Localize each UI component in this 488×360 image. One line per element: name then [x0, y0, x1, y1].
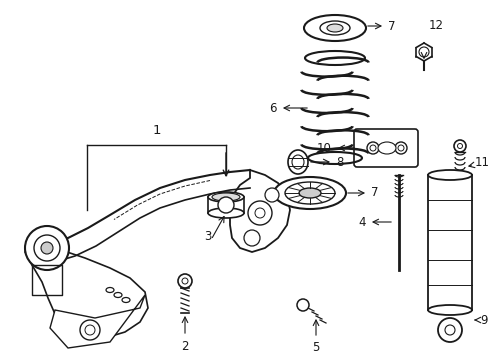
Ellipse shape [285, 182, 334, 204]
FancyBboxPatch shape [353, 129, 417, 167]
Ellipse shape [207, 208, 244, 218]
Ellipse shape [427, 305, 471, 315]
Polygon shape [229, 170, 289, 252]
Text: 4: 4 [358, 216, 365, 229]
Circle shape [178, 274, 192, 288]
Circle shape [296, 299, 308, 311]
Text: 10: 10 [317, 141, 331, 154]
Ellipse shape [287, 150, 307, 174]
Ellipse shape [273, 177, 346, 209]
Text: 5: 5 [312, 341, 319, 354]
Circle shape [25, 226, 69, 270]
Circle shape [394, 142, 406, 154]
Circle shape [85, 325, 95, 335]
Text: 9: 9 [479, 314, 487, 327]
Ellipse shape [319, 21, 349, 35]
Circle shape [218, 197, 234, 213]
Polygon shape [207, 197, 244, 213]
Circle shape [182, 278, 187, 284]
Circle shape [457, 144, 462, 148]
Text: 6: 6 [269, 102, 276, 114]
Ellipse shape [326, 24, 342, 32]
Circle shape [247, 201, 271, 225]
Circle shape [437, 318, 461, 342]
Ellipse shape [212, 193, 240, 201]
Text: 8: 8 [335, 156, 343, 168]
Text: 7: 7 [387, 19, 395, 32]
Polygon shape [25, 240, 148, 338]
Polygon shape [50, 295, 145, 348]
Circle shape [254, 208, 264, 218]
Ellipse shape [304, 15, 365, 41]
Ellipse shape [207, 192, 244, 202]
Circle shape [244, 230, 260, 246]
Text: 3: 3 [204, 230, 211, 243]
Ellipse shape [291, 155, 304, 169]
Ellipse shape [377, 142, 395, 154]
Text: 2: 2 [181, 340, 188, 353]
Circle shape [397, 145, 403, 151]
Circle shape [41, 242, 53, 254]
Circle shape [369, 145, 375, 151]
Ellipse shape [427, 170, 471, 180]
Text: 12: 12 [428, 19, 443, 32]
Polygon shape [427, 175, 471, 310]
Circle shape [453, 140, 465, 152]
Text: 7: 7 [370, 186, 378, 199]
Circle shape [366, 142, 378, 154]
Polygon shape [32, 170, 249, 262]
Circle shape [264, 188, 279, 202]
Circle shape [34, 235, 60, 261]
Ellipse shape [298, 188, 320, 198]
Circle shape [418, 47, 428, 57]
Circle shape [444, 325, 454, 335]
Circle shape [80, 320, 100, 340]
Text: 1: 1 [152, 124, 161, 137]
Text: 11: 11 [474, 156, 488, 168]
